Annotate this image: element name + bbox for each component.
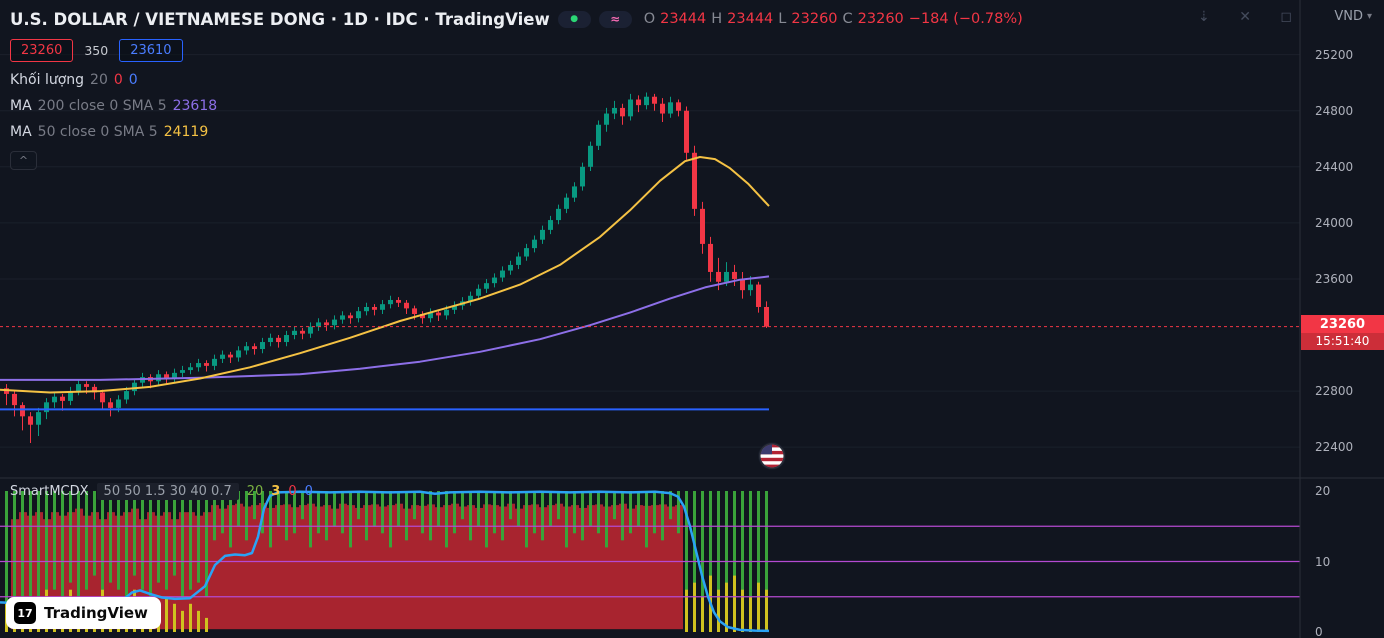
price-axis-label: 0 — [1315, 625, 1323, 638]
indicator-value-1: 20 — [246, 484, 264, 499]
volume-value-2: 0 — [128, 72, 138, 88]
sell-price-button[interactable]: 23260 — [10, 39, 74, 62]
open-label: O — [643, 11, 656, 27]
wave-icon: ≈ — [610, 12, 621, 26]
chevron-down-icon: ▾ — [1366, 11, 1372, 22]
last-price-tag: 23260 15:51:40 — [1301, 315, 1384, 350]
chart-legend: U.S. DOLLAR / VIETNAMESE DONG · 1D · IDC… — [10, 6, 1023, 170]
high-label: H — [711, 11, 723, 27]
ma200-name: MA — [10, 98, 32, 114]
ma50-name: MA — [10, 124, 32, 140]
volume-param: 20 — [90, 72, 108, 88]
tradingview-watermark[interactable]: 17 TradingView — [6, 597, 161, 629]
currency-selector[interactable]: VND ▾ — [1334, 9, 1372, 24]
ma50-legend-row[interactable]: MA 50 close 0 SMA 5 24119 — [10, 124, 1023, 140]
indicator-title: SmartMCDX — [10, 484, 89, 499]
price-axis-label: 24400 — [1315, 159, 1354, 174]
volume-value-1: 0 — [113, 72, 123, 88]
price-axis-label: 20 — [1315, 484, 1331, 498]
price-axis-label: 24800 — [1315, 103, 1354, 118]
ma200-legend-row[interactable]: MA 200 close 0 SMA 5 23618 — [10, 98, 1023, 114]
fullscreen-icon[interactable]: ◻ — [1280, 9, 1292, 25]
ma50-params: 50 close 0 SMA 5 — [37, 124, 158, 140]
close-value: 23260 — [857, 11, 904, 27]
close-icon[interactable]: ✕ — [1239, 9, 1251, 25]
market-status-badge[interactable]: ● — [557, 10, 591, 28]
ma50-value: 24119 — [163, 124, 209, 140]
bid-ask-row: 23260 350 23610 — [10, 39, 1023, 62]
indicator-params: 50 50 1.5 30 40 0.7 — [96, 483, 239, 500]
market-open-dot-icon: ● — [570, 13, 579, 24]
price-axis-label: 24000 — [1315, 215, 1354, 230]
price-axis-label: 22800 — [1315, 384, 1354, 399]
collapse-legend-button[interactable]: ^ — [10, 151, 37, 170]
price-axis-label: 23600 — [1315, 271, 1354, 286]
symbol-title[interactable]: U.S. DOLLAR / VIETNAMESE DONG · 1D · IDC… — [10, 9, 550, 29]
indicator-value-2: 3 — [271, 484, 281, 499]
symbol-header-row: U.S. DOLLAR / VIETNAMESE DONG · 1D · IDC… — [10, 6, 1023, 32]
last-price-value: 23260 — [1301, 315, 1384, 333]
ohlc-readout: O 23444 H 23444 L 23260 C 23260 −184 (−0.78%… — [644, 11, 1023, 27]
ma200-value: 23618 — [172, 98, 218, 114]
chevron-up-icon: ^ — [18, 154, 29, 167]
low-value: 23260 — [791, 11, 838, 27]
download-icon[interactable]: ⇣ — [1198, 9, 1210, 25]
price-axis-label: 10 — [1315, 554, 1331, 569]
chart-toolbar-icons: ⇣ ✕ ◻ — [1198, 9, 1292, 25]
price-axis-label: 25200 — [1315, 47, 1354, 62]
open-value: 23444 — [660, 11, 707, 27]
change-value: −184 (−0.78%) — [908, 11, 1023, 27]
indicator-value-4: 0 — [304, 484, 313, 499]
bar-countdown: 15:51:40 — [1301, 333, 1384, 350]
close-label: C — [842, 11, 853, 27]
volume-title: Khối lượng — [10, 72, 85, 88]
volume-legend-row[interactable]: Khối lượng 20 0 0 — [10, 72, 1023, 88]
buy-price-button[interactable]: 23610 — [119, 39, 183, 62]
price-axis[interactable]: 25200 24800 24400 24000 23600 22800 22400 20 10 0 — [1300, 0, 1384, 638]
us-flag-icon — [757, 441, 787, 475]
ma200-params: 200 close 0 SMA 5 — [37, 98, 167, 114]
spread-value: 350 — [84, 43, 109, 58]
price-axis-label: 22400 — [1315, 440, 1354, 455]
low-label: L — [778, 11, 787, 27]
high-value: 23444 — [727, 11, 774, 27]
indicator-legend-row[interactable]: SmartMCDX 50 50 1.5 30 40 0.7 20 3 0 0 — [10, 483, 313, 500]
indicator-value-3: 0 — [288, 484, 297, 499]
data-mode-badge[interactable]: ≈ — [598, 10, 632, 28]
currency-label: VND — [1334, 9, 1363, 24]
tradingview-logo-icon: 17 — [14, 602, 36, 624]
tradingview-brand-text: TradingView — [44, 604, 148, 622]
